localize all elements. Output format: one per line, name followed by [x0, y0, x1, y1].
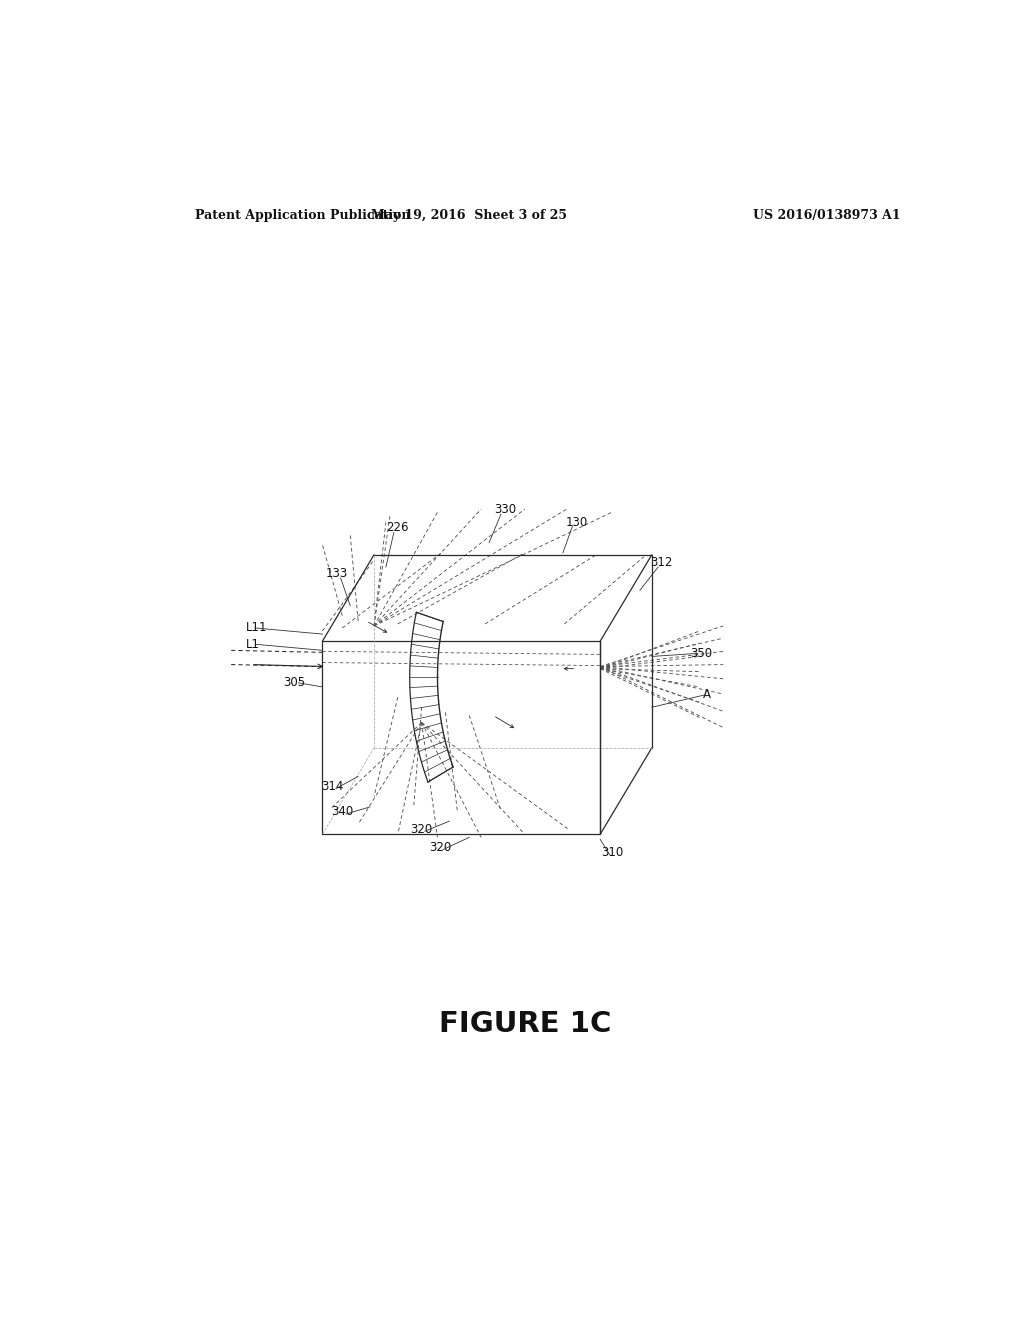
Text: 226: 226 — [387, 521, 409, 533]
Text: 320: 320 — [411, 822, 433, 836]
Text: Patent Application Publication: Patent Application Publication — [196, 209, 411, 222]
Text: A: A — [703, 688, 712, 701]
Text: US 2016/0138973 A1: US 2016/0138973 A1 — [753, 209, 900, 222]
Text: 133: 133 — [326, 566, 348, 579]
Text: May 19, 2016  Sheet 3 of 25: May 19, 2016 Sheet 3 of 25 — [372, 209, 567, 222]
Text: 340: 340 — [331, 805, 353, 818]
Text: 305: 305 — [284, 676, 306, 689]
Text: 320: 320 — [429, 841, 451, 854]
Text: 310: 310 — [601, 846, 624, 859]
Text: 312: 312 — [650, 557, 673, 569]
Text: L1: L1 — [246, 638, 259, 651]
Text: 314: 314 — [322, 780, 344, 793]
Text: 330: 330 — [494, 503, 516, 516]
Text: 350: 350 — [690, 647, 712, 660]
Text: L11: L11 — [246, 622, 267, 635]
Text: FIGURE 1C: FIGURE 1C — [438, 1010, 611, 1039]
Text: 130: 130 — [565, 516, 588, 529]
